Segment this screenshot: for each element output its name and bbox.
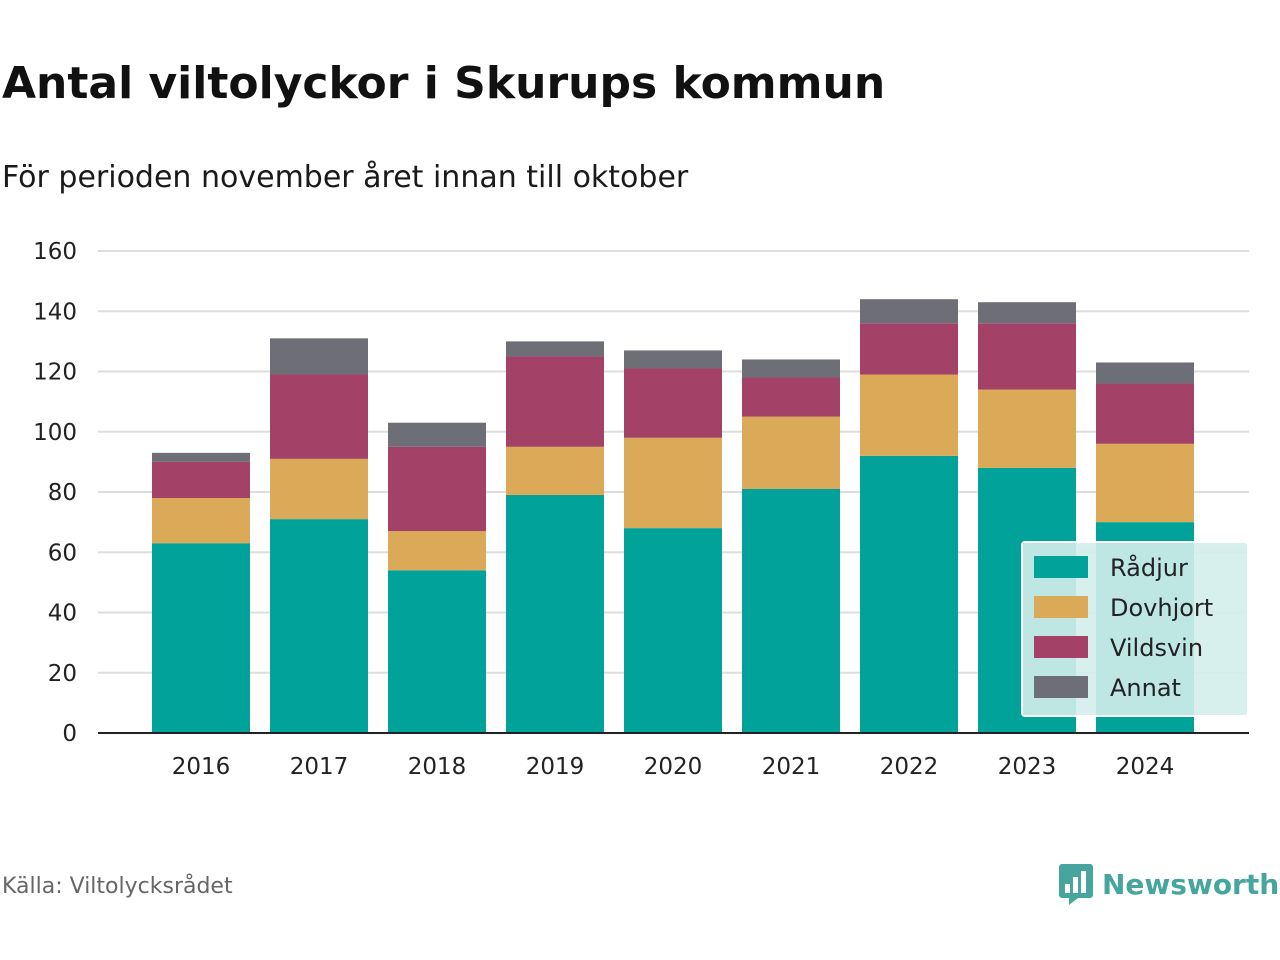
legend-background <box>1021 541 1249 717</box>
legend: Rådjur Dovhjort Vildsvin Annat <box>1021 541 1249 717</box>
y-tick-label: 120 <box>33 360 77 386</box>
bar-segment <box>506 446 604 496</box>
x-tick-label: 2022 <box>880 754 939 780</box>
bar-segment <box>270 519 368 733</box>
legend-swatch <box>1034 596 1088 618</box>
bar-segment <box>624 528 722 733</box>
x-tick-label: 2023 <box>998 754 1057 780</box>
bar-segment <box>860 455 958 733</box>
bar-segment <box>624 437 722 529</box>
bar-segment <box>388 570 486 733</box>
y-tick-label: 80 <box>48 480 77 506</box>
brand-name: Newsworthy <box>1102 867 1280 901</box>
bar-segment <box>860 323 958 375</box>
y-tick-label: 40 <box>48 601 77 627</box>
bar-segment <box>1096 383 1194 444</box>
brand-logo: Newsworthy <box>1058 862 1280 906</box>
bar-segment <box>152 543 250 733</box>
legend-swatch <box>1034 556 1088 578</box>
x-tick-label: 2021 <box>762 754 821 780</box>
bar-segment <box>742 416 840 489</box>
x-tick-label: 2020 <box>644 754 703 780</box>
legend-label: Rådjur <box>1110 553 1188 582</box>
bar-segment <box>388 531 486 571</box>
bar-segment <box>978 323 1076 390</box>
bar-segment <box>270 374 368 459</box>
bar-segment <box>152 452 250 462</box>
y-tick-label: 140 <box>33 299 77 325</box>
y-tick-label: 160 <box>33 239 77 265</box>
y-tick-label: 20 <box>48 661 77 687</box>
bar-segment <box>742 359 840 378</box>
bar-segment <box>742 377 840 417</box>
y-axis-ticks: 0 20 40 60 80 100 120 140 160 <box>33 239 77 747</box>
chart-subtitle: För perioden november året innan till ok… <box>2 160 689 195</box>
bar-segment <box>860 299 958 324</box>
source-note: Källa: Viltolycksrådet <box>2 874 233 899</box>
bar-segment <box>1096 443 1194 523</box>
legend-swatch <box>1034 636 1088 658</box>
y-tick-label: 60 <box>48 540 77 566</box>
y-tick-label: 0 <box>62 721 77 747</box>
x-tick-label: 2024 <box>1116 754 1175 780</box>
bar-segment <box>1096 362 1194 384</box>
bar-segment <box>624 350 722 369</box>
legend-label: Vildsvin <box>1110 634 1203 662</box>
x-tick-label: 2016 <box>172 754 231 780</box>
bar-segment <box>270 458 368 520</box>
x-tick-label: 2017 <box>290 754 349 780</box>
x-tick-label: 2019 <box>526 754 585 780</box>
bar-segment <box>270 338 368 375</box>
legend-label: Dovhjort <box>1110 594 1213 622</box>
legend-label: Annat <box>1110 674 1181 702</box>
legend-swatch <box>1034 676 1088 698</box>
bar-segment <box>860 374 958 456</box>
chart-title: Antal viltolyckor i Skurups kommun <box>2 58 886 109</box>
x-axis-ticks: 2016 2017 2018 2019 2020 2021 2022 2023 2024 <box>172 754 1175 780</box>
bar-segment <box>624 368 722 438</box>
bar-segment <box>978 302 1076 324</box>
bar-segment <box>506 356 604 447</box>
bar-segment <box>388 446 486 532</box>
bar-segment <box>506 341 604 357</box>
bar-segment <box>506 495 604 733</box>
x-tick-label: 2018 <box>408 754 467 780</box>
y-tick-label: 100 <box>33 420 77 446</box>
bar-segment <box>152 498 250 544</box>
newsworthy-logo-icon <box>1059 864 1093 905</box>
bar-segment <box>152 461 250 499</box>
bar-segment <box>978 389 1076 468</box>
bar-segment <box>742 488 840 733</box>
bar-segment <box>388 422 486 447</box>
